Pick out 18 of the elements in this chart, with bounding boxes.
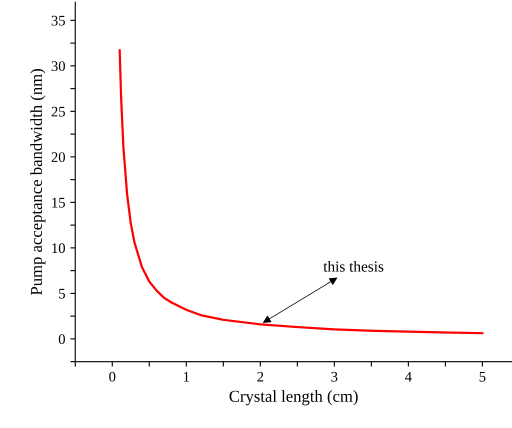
annotation: this thesis [323, 260, 384, 272]
x-tick-label: 1 [184, 372, 190, 382]
x-tick-label: 4 [405, 372, 412, 382]
x-tick-label: 0 [109, 372, 116, 382]
y-tick-label: 25 [52, 106, 65, 117]
y-tick-label: 35 [52, 16, 65, 26]
x-tick-label: 3 [331, 372, 338, 382]
x-axis-title: Crystal length (cm) [230, 390, 358, 406]
y-tick-label: 5 [59, 288, 65, 299]
y-tick-label: 0 [58, 334, 65, 344]
y-tick-label: 20 [52, 152, 65, 162]
y-axis-title: Pump acceptance bandwidth (nm) [30, 69, 46, 296]
y-tick-label: 30 [52, 61, 65, 72]
x-tick-label: 5 [480, 372, 486, 382]
y-tick-label: 10 [52, 243, 65, 254]
line-series [118, 49, 484, 334]
y-tick-label: 15 [52, 198, 65, 208]
x-tick-label: 2 [257, 372, 264, 382]
